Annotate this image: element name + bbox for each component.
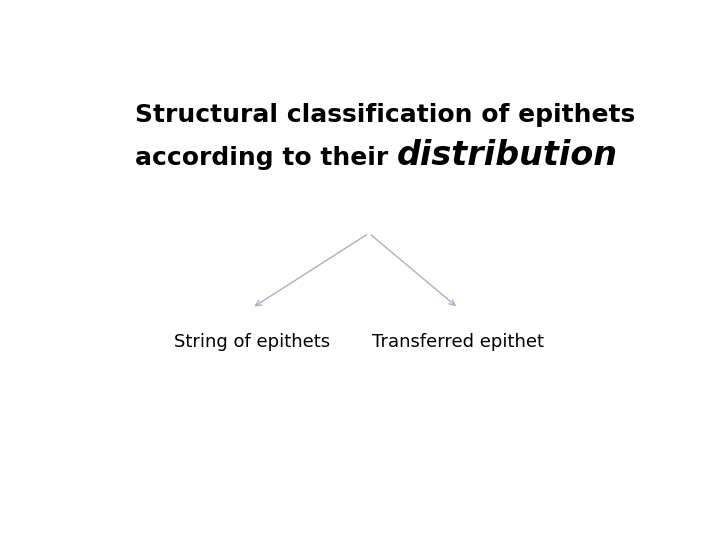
Text: String of epithets: String of epithets: [174, 333, 330, 351]
Text: Structural classification of epithets: Structural classification of epithets: [135, 103, 635, 127]
Text: distribution: distribution: [397, 139, 618, 172]
Text: according to their: according to their: [135, 146, 397, 170]
Text: Transferred epithet: Transferred epithet: [372, 333, 544, 351]
